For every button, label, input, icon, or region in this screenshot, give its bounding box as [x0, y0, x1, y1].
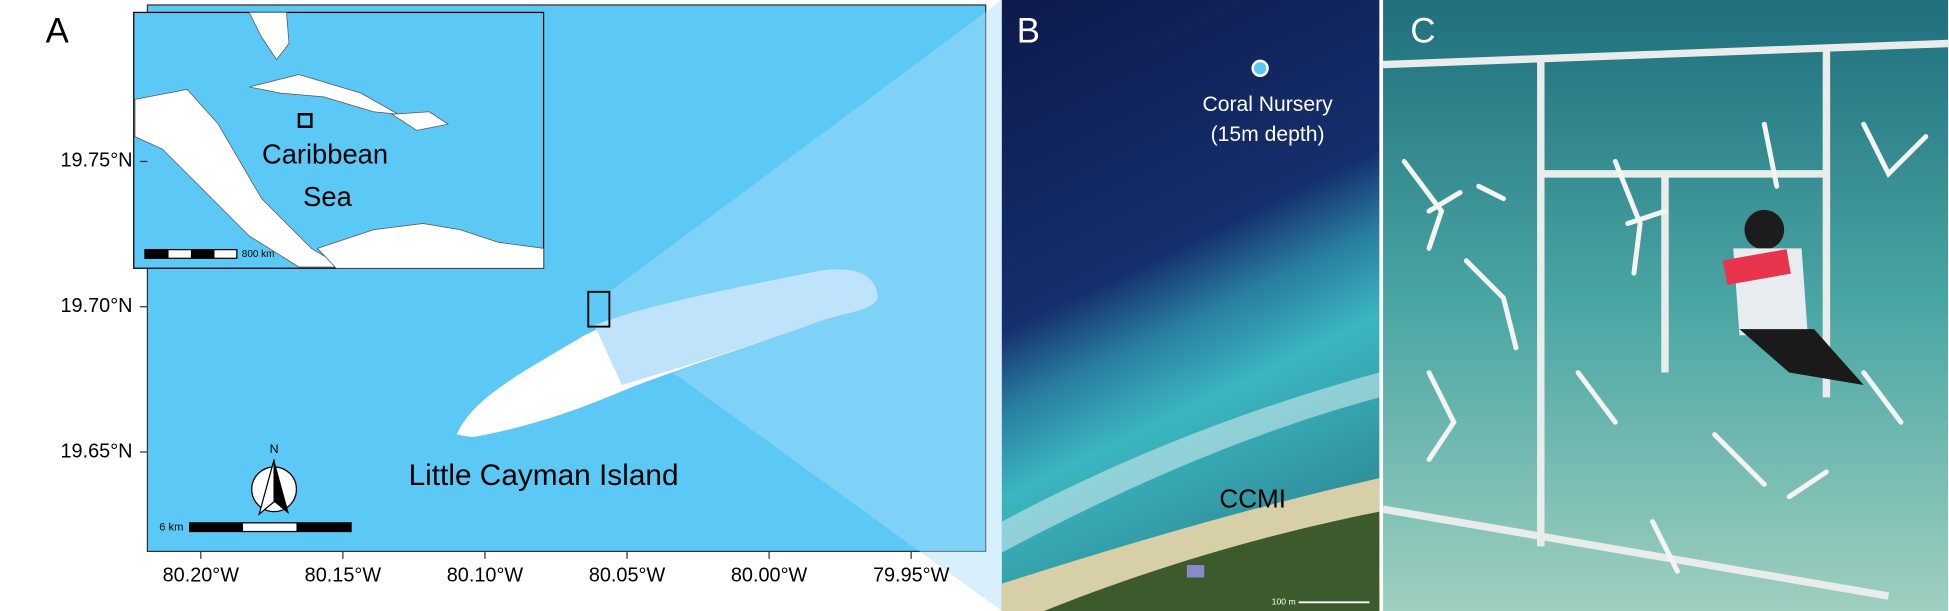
building [1186, 565, 1205, 578]
diver-legs [1739, 329, 1864, 385]
x-tick-label: 80.05°W [589, 564, 666, 586]
south-america [316, 223, 544, 269]
inset-locator [297, 113, 313, 128]
island-label: Little Cayman Island [409, 459, 679, 492]
x-tick-label: 79.95°W [873, 564, 950, 586]
island-highlight [594, 269, 878, 385]
land [1044, 511, 1380, 611]
x-tick-label: 80.20°W [163, 564, 240, 586]
scale-seg [189, 522, 244, 532]
photo-scale-label: 100 m [1272, 597, 1296, 607]
north-label: N [270, 442, 279, 456]
inset-label: Sea [303, 181, 352, 212]
diver-head [1744, 209, 1785, 250]
cuba [249, 74, 399, 115]
x-tick-label: 80.10°W [447, 564, 524, 586]
inset-scale-label: 800 km [242, 249, 275, 260]
station-label: CCMI [1219, 483, 1286, 513]
central-america [134, 89, 344, 268]
map-axes: 19.75°N 19.70°N 19.65°N 80.20°W 80.15°W 80.10… [61, 150, 950, 587]
florida [248, 12, 290, 61]
x-tick-label: 80.15°W [305, 564, 382, 586]
scale-label: 6 km [159, 522, 183, 534]
panel-c: C [1382, 0, 1949, 611]
scale-seg [296, 522, 352, 532]
y-tick-label: 19.70°N [61, 295, 133, 317]
y-tick-label: 19.65°N [61, 440, 133, 462]
reef-crest [1001, 372, 1380, 553]
zoom-box [587, 290, 611, 328]
coral-fragments [1401, 121, 1929, 574]
nursery-frame [1382, 39, 1949, 600]
inset-scale-seg [144, 249, 169, 259]
inset-label: Caribbean [262, 139, 388, 170]
slate [1722, 249, 1791, 285]
panel-a: Caribbean Sea 800 km N 6 km Little Cayma… [46, 0, 1002, 611]
x-tick-label: 80.00°W [731, 564, 808, 586]
hispaniola [390, 111, 449, 131]
y-tick-label: 19.75°N [61, 150, 133, 172]
inset-scale-seg [190, 249, 215, 259]
site-label: Coral Nursery [1202, 93, 1333, 116]
panel-b: Coral Nursery (15m depth) CCMI 100 m B [1001, 0, 1380, 611]
site-label: (15m depth) [1211, 123, 1325, 146]
panel-label: A [46, 13, 70, 51]
north-arrow [274, 459, 289, 515]
panel-label: C [1410, 13, 1435, 51]
panel-label: B [1017, 13, 1040, 51]
nursery-marker [1251, 59, 1269, 77]
